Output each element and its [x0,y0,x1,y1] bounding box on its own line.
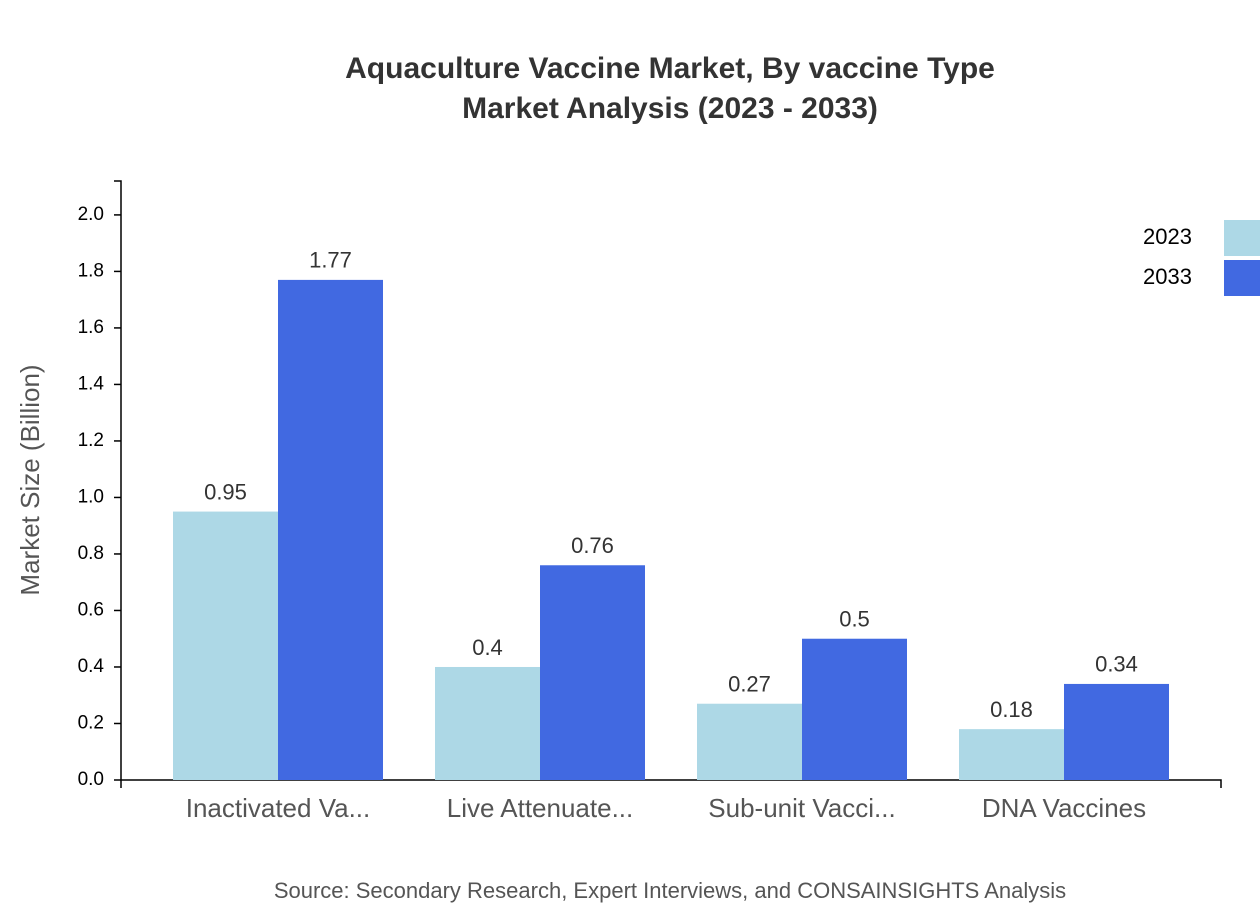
legend-label: 2023 [1143,224,1192,249]
x-tick-label: Inactivated Va... [186,793,371,823]
value-label: 0.4 [472,635,503,660]
legend-swatch [1224,260,1260,296]
legend-label: 2033 [1143,264,1192,289]
y-tick-label: 0.6 [78,599,104,620]
chart-subtitle: Market Analysis (2023 - 2033) [462,92,878,125]
bar [959,729,1064,780]
chart-title: Aquaculture Vaccine Market, By vaccine T… [345,52,995,85]
x-tick-label: Sub-unit Vacci... [708,793,895,823]
y-tick-label: 1.2 [78,430,104,451]
value-label: 0.76 [571,533,614,558]
y-tick-label: 2.0 [78,204,104,225]
y-tick-label: 0.8 [78,543,104,564]
value-label: 0.18 [990,697,1033,722]
bar [540,565,645,780]
y-tick-label: 0.2 [78,713,104,734]
x-tick-label: Live Attenuate... [447,793,633,823]
y-tick-label: 0.0 [78,769,104,790]
bar [802,638,907,780]
bar [1064,683,1169,780]
bar [278,279,383,780]
y-tick-label: 0.4 [78,656,105,677]
y-tick-label: 1.6 [78,317,104,338]
value-label: 0.27 [728,672,771,697]
value-label: 0.34 [1095,652,1138,677]
y-axis-title: Market Size (Billion) [15,364,45,595]
y-tick-label: 1.0 [78,486,104,507]
value-label: 0.95 [204,479,247,504]
source-note: Source: Secondary Research, Expert Inter… [274,878,1066,903]
x-tick-label: DNA Vaccines [982,793,1146,823]
bar [435,666,540,780]
value-label: 0.5 [839,607,870,632]
value-label: 1.77 [309,248,352,273]
bar [173,511,278,780]
y-tick-label: 1.4 [78,373,105,394]
bar [697,703,802,780]
legend-swatch [1224,220,1260,256]
y-tick-label: 1.8 [78,260,104,281]
